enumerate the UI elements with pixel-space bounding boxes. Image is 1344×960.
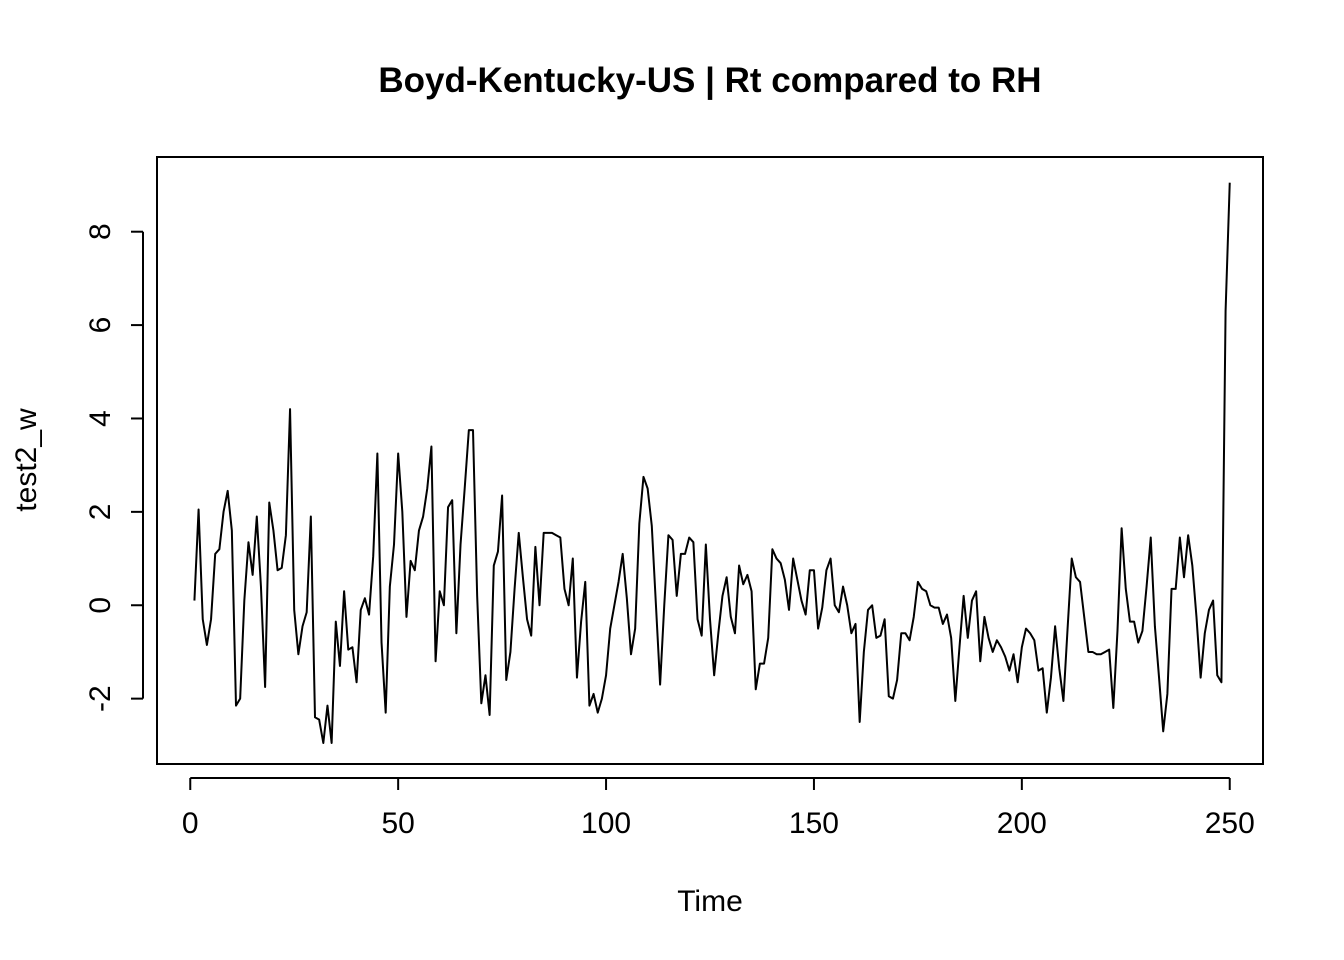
chart-title: Boyd-Kentucky-US | Rt compared to RH: [378, 61, 1041, 100]
y-axis: -2 0 2 4 6 8: [84, 223, 144, 712]
x-tick-label: 50: [381, 807, 414, 840]
y-tick-label: 2: [84, 504, 117, 521]
y-tick-label: 6: [84, 317, 117, 334]
y-tick-label: 0: [84, 597, 117, 614]
x-tick-label: 100: [581, 807, 631, 840]
y-tick-label: -2: [84, 685, 117, 712]
y-axis-label: test2_w: [10, 408, 43, 512]
x-tick-label: 0: [182, 807, 199, 840]
plot-frame: [156, 156, 1264, 765]
y-tick-label: 4: [84, 410, 117, 427]
y-tick-label: 8: [84, 223, 117, 240]
x-axis: 0 50 100 150 200 250: [182, 777, 1255, 840]
series-line: [193, 182, 1231, 744]
x-tick-label: 150: [789, 807, 839, 840]
series-group: [193, 182, 1231, 744]
x-tick-label: 250: [1205, 807, 1255, 840]
x-tick-label: 200: [997, 807, 1047, 840]
x-axis-label: Time: [677, 885, 743, 918]
